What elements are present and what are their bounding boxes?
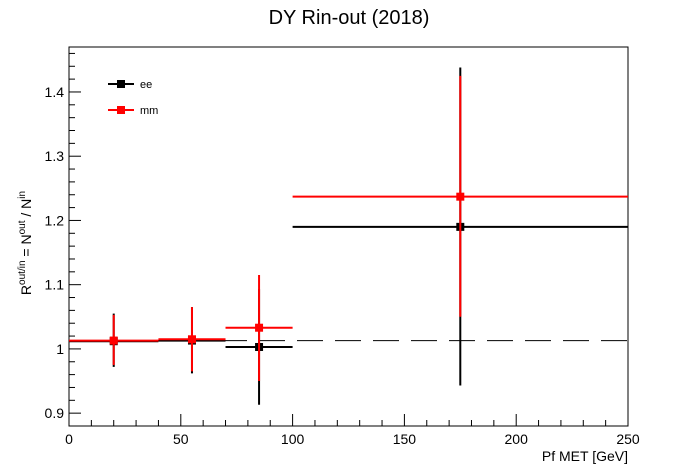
x-tick-label: 0 xyxy=(65,431,73,447)
series-ee xyxy=(69,67,628,405)
plot-frame xyxy=(68,46,629,427)
marker xyxy=(255,323,264,332)
y-tick-label: 1.1 xyxy=(45,277,65,293)
y-axis-label: Rout/in = Nout / Nin xyxy=(17,191,34,295)
data-point xyxy=(158,307,226,372)
y-tick-label: 1.3 xyxy=(45,148,65,164)
legend-marker xyxy=(117,106,125,114)
x-axis-label: Pf MET [GeV] xyxy=(542,448,628,464)
marker xyxy=(187,335,196,344)
y-axis: 0.9 1 1.1 1.2 1.3 1.4 xyxy=(45,52,81,427)
y-tick-label: 1 xyxy=(56,341,64,357)
series-layer xyxy=(69,67,628,405)
data-point xyxy=(292,75,628,317)
y-tick-label: 1.2 xyxy=(45,212,65,228)
legend-label: ee xyxy=(140,79,152,91)
y-label-mid: = N xyxy=(18,234,34,260)
y-tick-label: 1.4 xyxy=(45,84,65,100)
legend: ee mm xyxy=(108,79,158,117)
y-label-sup3: in xyxy=(17,191,28,199)
data-point xyxy=(225,275,293,382)
y-label-sup: out/in xyxy=(17,260,28,284)
x-tick-label: 50 xyxy=(173,431,189,447)
y-tick-label: 0.9 xyxy=(45,405,65,421)
legend-marker xyxy=(117,80,125,88)
legend-item-mm: mm xyxy=(108,105,158,117)
y-label-end: / N xyxy=(18,199,34,221)
series-mm xyxy=(69,75,628,382)
data-point xyxy=(69,314,159,365)
y-label-base: R xyxy=(18,285,34,295)
legend-label: mm xyxy=(140,105,158,117)
legend-item-ee: ee xyxy=(108,79,152,91)
y-label-sup2: out xyxy=(17,220,28,234)
x-tick-label: 250 xyxy=(616,431,640,447)
x-tick-label: 150 xyxy=(393,431,417,447)
chart-title: DY Rin-out (2018) xyxy=(269,7,430,29)
marker xyxy=(456,192,465,201)
marker xyxy=(109,336,118,345)
x-axis: 0 50 100 150 200 250 xyxy=(65,414,640,447)
plot-border xyxy=(68,46,629,427)
x-tick-label: 100 xyxy=(281,431,305,447)
x-tick-label: 200 xyxy=(505,431,529,447)
